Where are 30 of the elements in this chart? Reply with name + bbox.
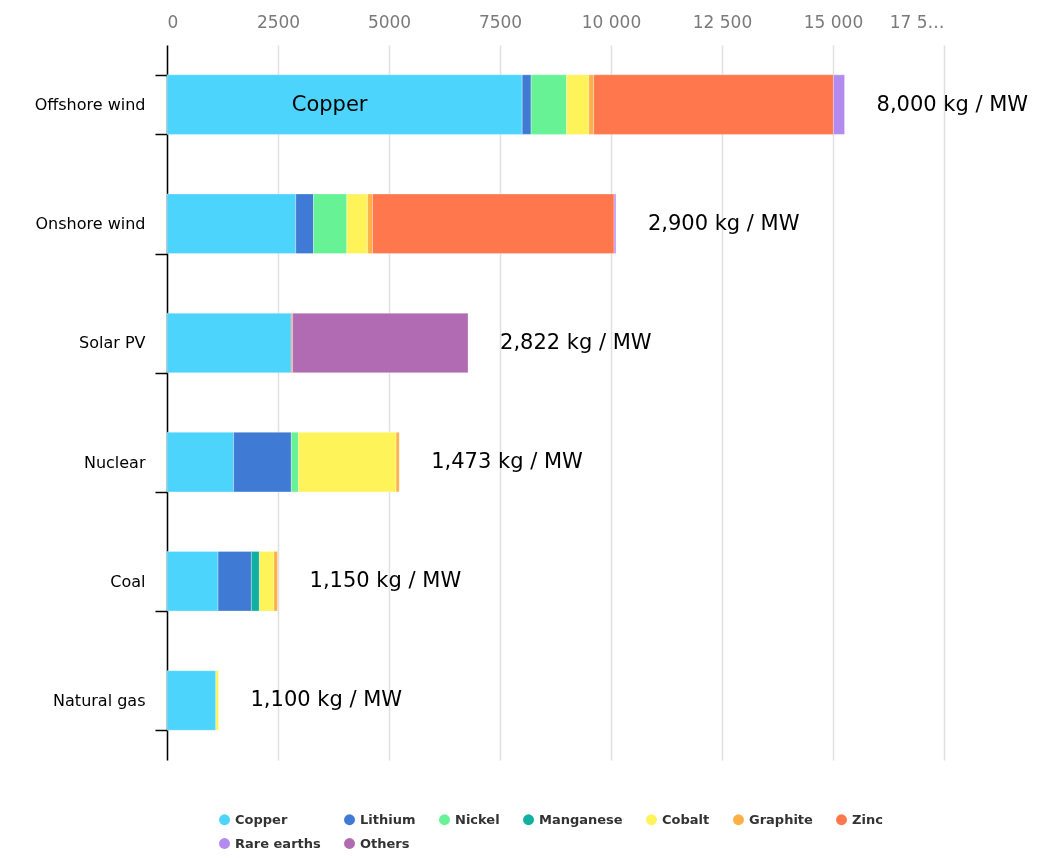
y-tick-label: Solar PV [79, 333, 146, 353]
y-tick-label: Natural gas [53, 690, 146, 710]
x-tick-label: 12 500 [692, 11, 753, 32]
annotation: 1,150 kg / MW [309, 568, 462, 593]
y-tick-label: Coal [110, 571, 146, 591]
legend-label: Copper [235, 811, 288, 827]
legend-label: Zinc [852, 811, 883, 827]
annotation: 2,900 kg / MW [647, 210, 800, 235]
legend-label: Nickel [455, 811, 500, 827]
legend-label: Rare earths [235, 835, 322, 851]
x-tick-label: 15 000 [803, 11, 864, 32]
y-tick-label: Offshore wind [34, 95, 146, 115]
x-tick-label: 5000 [367, 11, 412, 32]
legend-label: Cobalt [662, 811, 710, 827]
annotation: 8,000 kg / MW [876, 91, 1029, 116]
x-tick-label: 2500 [256, 11, 301, 32]
annotation: 1,100 kg / MW [250, 687, 403, 712]
x-tick-label: 17 5… [889, 11, 945, 32]
legend-label: Others [360, 835, 410, 851]
legend-label: Lithium [360, 811, 416, 827]
annotation: 2,822 kg / MW [500, 329, 652, 354]
y-tick-label: Onshore wind [35, 214, 146, 234]
x-tick-label: 7500 [478, 11, 523, 32]
legend-label: Manganese [539, 811, 623, 827]
x-tick-label: 10 000 [581, 11, 642, 32]
annotation: Copper [291, 91, 368, 116]
legend-label: Graphite [749, 811, 814, 827]
y-tick-label: Nuclear [83, 452, 146, 472]
x-tick-label: 0 [167, 11, 179, 32]
annotation: 1,473 kg / MW [431, 449, 584, 474]
